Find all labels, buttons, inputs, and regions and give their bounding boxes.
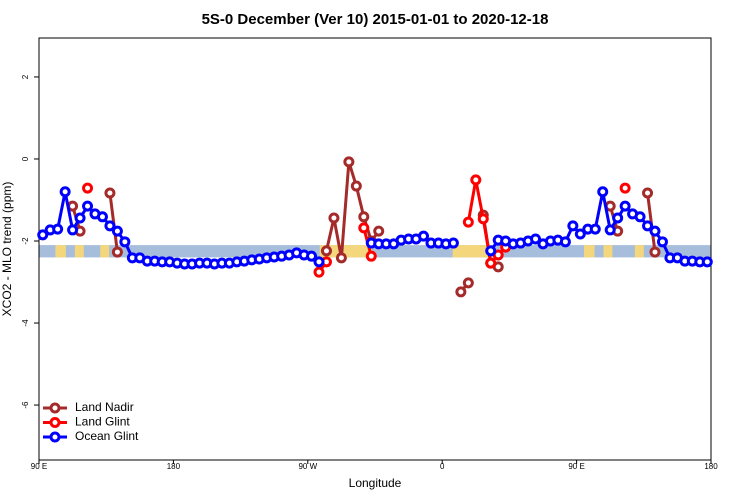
- y-tick-label: -6: [21, 401, 30, 409]
- point: [642, 220, 654, 232]
- point: [619, 182, 631, 194]
- point: [104, 220, 116, 232]
- x-tick-label: 0: [440, 462, 445, 471]
- point: [350, 180, 362, 192]
- point: [119, 236, 131, 248]
- point: [328, 212, 340, 224]
- point: [485, 245, 497, 257]
- point: [313, 256, 325, 268]
- point: [306, 250, 318, 262]
- legend-label: Land Nadir: [75, 400, 134, 414]
- point: [343, 156, 355, 168]
- point: [604, 224, 616, 236]
- point: [96, 211, 108, 223]
- point: [111, 246, 123, 258]
- chart-title: 5S-0 December (Ver 10) 2015-01-01 to 202…: [202, 11, 549, 28]
- legend-label: Land Glint: [75, 415, 130, 429]
- point: [589, 223, 601, 235]
- point: [358, 211, 370, 223]
- land-span: [603, 245, 613, 258]
- land-span: [319, 245, 373, 258]
- point: [642, 187, 654, 199]
- y-axis-label: XCO2 - MLO trend (ppm): [0, 182, 14, 317]
- point: [111, 225, 123, 237]
- point: [619, 200, 631, 212]
- point: [574, 228, 586, 240]
- point: [597, 186, 609, 198]
- point: [649, 246, 661, 258]
- point: [559, 236, 571, 248]
- point: [313, 266, 325, 278]
- point: [320, 245, 332, 257]
- point: [470, 174, 482, 186]
- point: [455, 286, 467, 298]
- point: [649, 225, 661, 237]
- point: [74, 212, 86, 224]
- point: [418, 230, 430, 242]
- land-span: [452, 245, 489, 258]
- point: [701, 256, 713, 268]
- y-tick-label: -2: [21, 237, 30, 245]
- point: [82, 200, 94, 212]
- point: [462, 277, 474, 289]
- legend-marker: [49, 417, 61, 428]
- x-axis-label: Longitude: [349, 476, 402, 490]
- land-span: [55, 245, 66, 258]
- x-tick-label: 180: [704, 462, 718, 471]
- point: [462, 216, 474, 228]
- point: [612, 212, 624, 224]
- point: [485, 257, 497, 269]
- point: [335, 252, 347, 264]
- x-tick-label: 180: [167, 462, 181, 471]
- y-tick-label: 2: [21, 74, 30, 79]
- point: [52, 223, 64, 235]
- land-span: [634, 245, 644, 258]
- point: [477, 213, 489, 225]
- legend-label: Ocean Glint: [75, 429, 139, 443]
- point: [37, 229, 49, 241]
- x-tick-label: 90 E: [568, 462, 584, 471]
- point: [530, 233, 542, 245]
- point: [358, 222, 370, 234]
- legend-marker: [49, 402, 61, 414]
- point: [365, 250, 377, 262]
- point: [82, 182, 94, 194]
- y-tick-label: -4: [21, 319, 30, 327]
- point: [567, 220, 579, 232]
- land-span: [74, 245, 84, 258]
- y-tick-label: 0: [21, 156, 30, 161]
- legend-marker: [49, 431, 61, 443]
- point: [447, 237, 459, 249]
- land-span: [100, 245, 110, 258]
- plot-frame: [38, 37, 712, 461]
- point: [104, 187, 116, 199]
- land-span: [584, 245, 595, 258]
- point: [59, 186, 71, 198]
- x-tick-label: 90 W: [298, 462, 317, 471]
- point: [373, 225, 385, 237]
- point: [67, 224, 79, 236]
- point: [634, 211, 646, 223]
- point: [656, 236, 668, 248]
- x-tick-label: 90 E: [31, 462, 47, 471]
